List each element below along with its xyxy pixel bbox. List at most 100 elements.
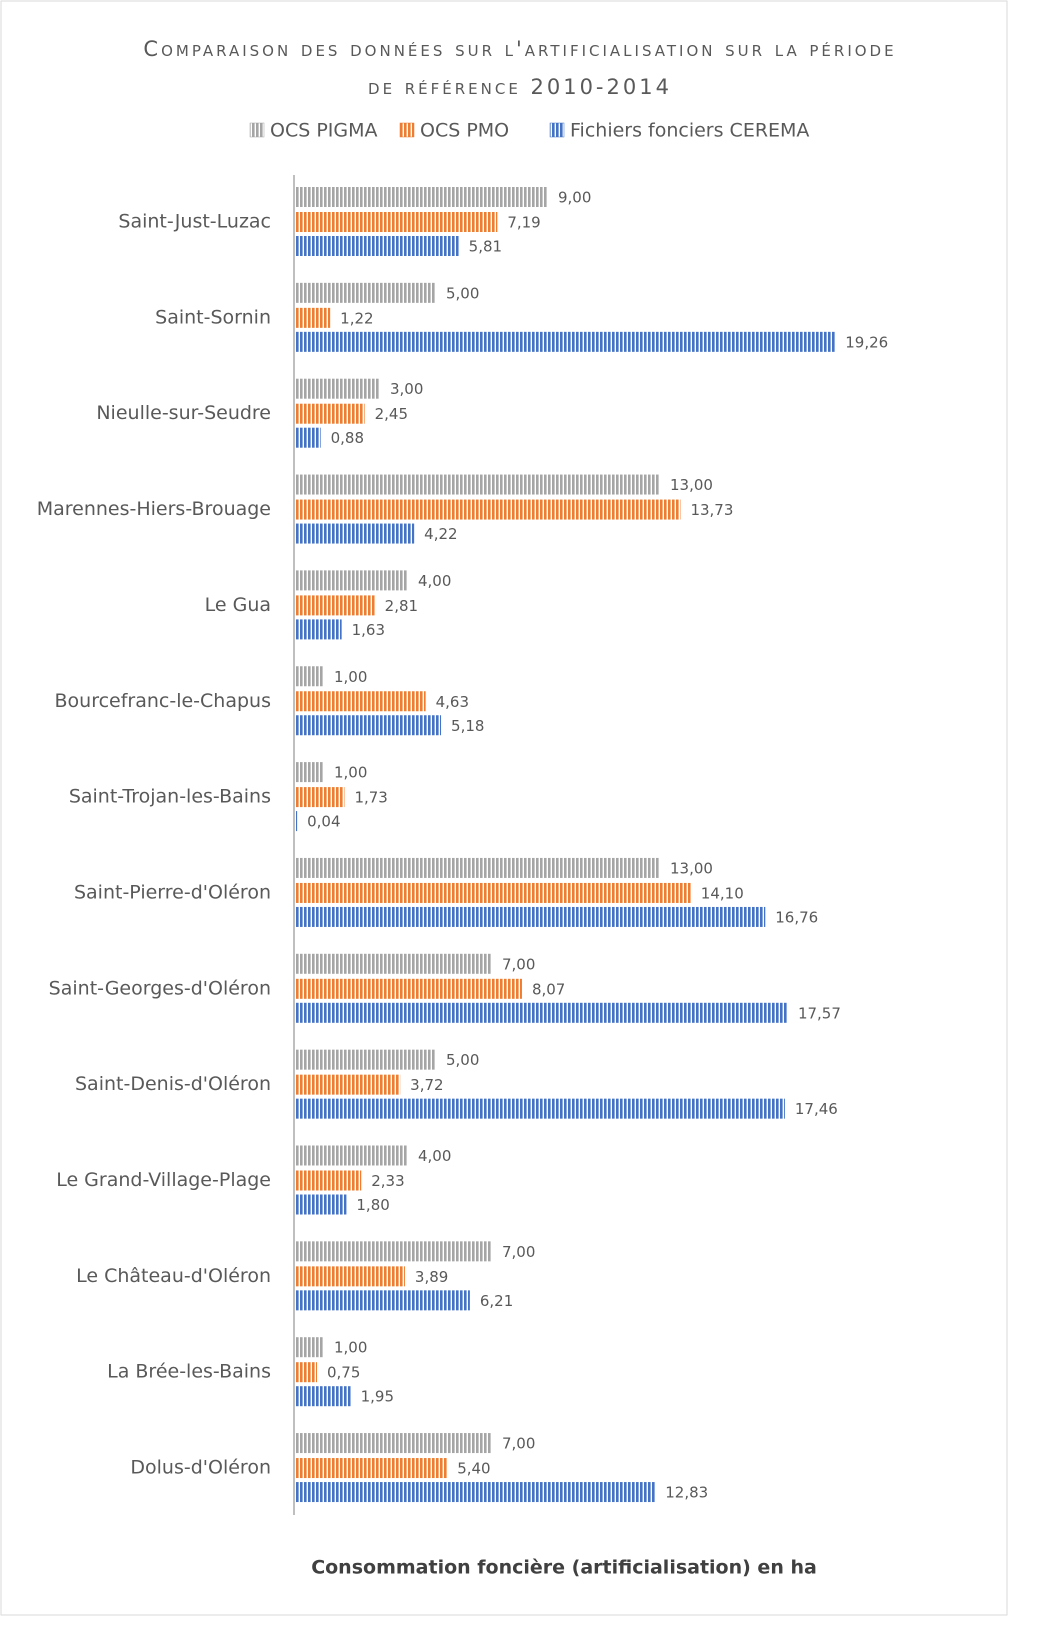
bar [296, 1290, 470, 1311]
bar [296, 1074, 401, 1095]
data-label: 1,00 [334, 668, 367, 686]
bar [296, 1098, 785, 1119]
data-label: 5,00 [446, 284, 479, 302]
bar [296, 666, 324, 687]
chart-title: Comparaison des données sur l'artificial… [143, 37, 897, 99]
data-label: 1,73 [354, 789, 387, 807]
y-tick-label: Le Gua [205, 594, 271, 616]
bar [296, 1433, 492, 1454]
data-label: 0,04 [307, 813, 340, 831]
data-label: 3,72 [410, 1076, 443, 1094]
data-label: 9,00 [558, 189, 591, 207]
bar [296, 953, 492, 974]
bar [296, 1482, 656, 1503]
bar [296, 378, 380, 399]
data-label: 1,80 [356, 1196, 389, 1214]
bar [296, 978, 522, 999]
bar [296, 882, 691, 903]
bar [296, 906, 766, 927]
data-label: 13,00 [670, 859, 713, 877]
legend-swatch [249, 122, 265, 138]
chart-border [0, 0, 1008, 1616]
data-label: 7,00 [502, 1243, 535, 1261]
bar [296, 331, 836, 352]
bar [296, 1002, 788, 1023]
bar [296, 811, 298, 832]
bar [296, 619, 342, 640]
data-label: 4,63 [436, 693, 469, 711]
y-tick-label: Le Grand-Village-Plage [56, 1169, 271, 1191]
bar [296, 1170, 362, 1191]
data-label: 13,73 [690, 501, 733, 519]
bar [296, 1362, 317, 1383]
legend-label: Fichiers fonciers CEREMA [570, 120, 809, 142]
data-label: 14,10 [701, 884, 744, 902]
bar [296, 595, 375, 616]
bar [296, 1241, 492, 1262]
y-tick-label: Bourcefranc-le-Chapus [55, 690, 272, 712]
y-tick-label: Saint-Pierre-d'Oléron [74, 881, 271, 903]
bar [296, 1145, 408, 1166]
data-label: 1,95 [361, 1388, 394, 1406]
y-tick-label: Le Château-d'Oléron [76, 1265, 271, 1287]
data-label: 12,83 [665, 1484, 708, 1502]
bar [296, 1049, 436, 1070]
bar [296, 787, 345, 808]
data-label: 2,81 [385, 597, 418, 615]
bar [296, 1337, 324, 1358]
bar [296, 282, 436, 303]
data-label: 19,26 [845, 333, 888, 351]
bar [296, 474, 660, 495]
legend-swatch [549, 122, 565, 138]
data-label: 7,00 [502, 1435, 535, 1453]
bar [296, 762, 324, 783]
bar [296, 427, 321, 448]
data-label: 8,07 [532, 980, 565, 998]
y-tick-label: Nieulle-sur-Seudre [96, 402, 271, 424]
data-label: 1,22 [340, 309, 373, 327]
data-label: 3,89 [415, 1268, 448, 1286]
data-label: 4,00 [418, 1147, 451, 1165]
data-label: 2,33 [371, 1172, 404, 1190]
data-label: 5,81 [469, 238, 502, 256]
data-label: 7,19 [507, 214, 540, 232]
bar [296, 691, 426, 712]
data-label: 5,40 [457, 1460, 490, 1478]
legend-swatch [399, 122, 415, 138]
data-label: 13,00 [670, 476, 713, 494]
data-label: 4,00 [418, 572, 451, 590]
bar [296, 499, 681, 520]
y-tick-label: Saint-Sornin [155, 306, 271, 328]
bar [296, 1266, 405, 1287]
data-label: 1,00 [334, 764, 367, 782]
bar [296, 523, 415, 544]
data-label: 1,63 [352, 621, 385, 639]
bar [296, 307, 331, 328]
y-tick-label: Saint-Denis-d'Oléron [75, 1073, 271, 1095]
bar [296, 187, 548, 207]
bar [296, 715, 442, 736]
bar [296, 1386, 351, 1407]
y-tick-label: Dolus-d'Oléron [130, 1457, 271, 1479]
x-axis-label: Consommation foncière (artificialisation… [311, 1557, 817, 1579]
y-tick-label: Saint-Just-Luzac [118, 211, 271, 233]
bar [296, 570, 408, 591]
data-label: 17,57 [798, 1004, 841, 1022]
data-label: 5,00 [446, 1051, 479, 1069]
bar [296, 212, 498, 232]
data-label: 0,88 [331, 429, 364, 447]
legend-label: OCS PIGMA [270, 120, 378, 142]
bar [296, 857, 660, 878]
data-label: 2,45 [375, 405, 408, 423]
y-tick-label: Saint-Trojan-les-Bains [69, 786, 271, 808]
legend-label: OCS PMO [420, 120, 509, 142]
bar [296, 1458, 448, 1479]
data-label: 7,00 [502, 955, 535, 973]
data-label: 6,21 [480, 1292, 513, 1310]
y-tick-label: Marennes-Hiers-Brouage [37, 498, 271, 520]
data-label: 1,00 [334, 1339, 367, 1357]
bar [296, 403, 365, 424]
data-label: 0,75 [327, 1364, 360, 1382]
